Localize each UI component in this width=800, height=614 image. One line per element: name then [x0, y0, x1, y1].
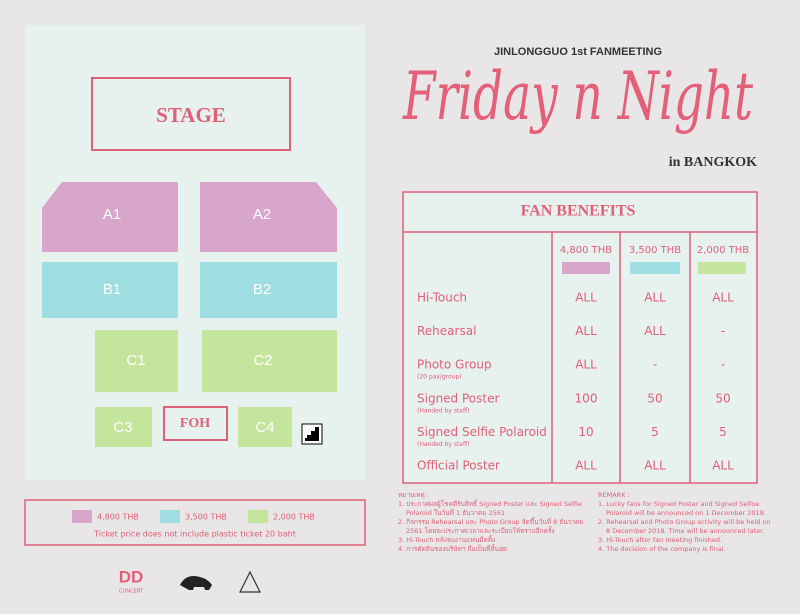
foh-label: FOH: [180, 416, 210, 431]
cell: ALL: [575, 358, 597, 372]
logo-brand: DD: [119, 567, 144, 586]
legend-swatch: [160, 510, 180, 523]
remark-item: 3. Hi-Touch หลังจบงานแฟนมีตติ้ง: [398, 536, 496, 544]
cell: ALL: [575, 324, 597, 338]
row-label: Signed Poster: [417, 391, 499, 405]
remark-item: 2. Rehearsal and Photo Group activity wi…: [598, 518, 771, 535]
cell: -: [721, 324, 725, 338]
column-label: 2,000 THB: [697, 245, 749, 256]
section-label: B1: [103, 281, 121, 298]
legend-note: Ticket price does not include plastic ti…: [93, 530, 296, 539]
section-label: C2: [253, 352, 272, 369]
section-c3: [95, 407, 152, 447]
remark-item: 1. Lucky fans for Signed Poster and Sign…: [598, 500, 766, 517]
section-label: C4: [255, 419, 274, 436]
section-b1: [42, 262, 178, 318]
row-label: Signed Selfie Polaroid: [417, 425, 547, 439]
cell: ALL: [712, 291, 734, 305]
remark-item: 3. Hi-Touch after fan meeting finished.: [598, 536, 723, 544]
remark-item: 4. The decision of the company is final.: [598, 545, 726, 553]
row-label: Hi-Touch: [417, 291, 467, 305]
rhino-logo: [180, 576, 212, 590]
logo-brand-sub: CONCERT: [119, 589, 144, 595]
legend-swatch: [72, 510, 92, 523]
section-a1: [42, 182, 178, 252]
cell: 50: [647, 391, 662, 405]
remark-item: 1. ประกาศผลผู้โชคดีรับสิทธิ์ Signed Post…: [398, 500, 582, 517]
cell: 5: [719, 425, 727, 439]
column-label: 4,800 THB: [560, 245, 612, 256]
remarks-title: REMARK :: [598, 491, 630, 499]
column-label: 3,500 THB: [629, 245, 681, 256]
section-b2: [200, 262, 337, 318]
stage-box: [91, 77, 291, 151]
remark-item: 4. การตัดสินของบริษัทฯ ถือเป็นที่สิ้นสุด: [398, 545, 508, 553]
column-swatch: [562, 262, 610, 274]
section-c4: [238, 407, 292, 447]
remark-item: 2. กิจกรรม Rehearsal และ Photo Group จัด…: [398, 518, 584, 535]
section-label: A2: [253, 206, 271, 223]
section-label: C3: [113, 419, 132, 436]
cell: ALL: [644, 291, 666, 305]
event-name: JINLONGGUO 1st FANMEETING: [494, 46, 662, 58]
event-location: in BANGKOK: [669, 155, 757, 170]
row-label: Official Poster: [417, 459, 500, 473]
benefit-table: [402, 191, 758, 484]
cell: ALL: [644, 459, 666, 473]
section-label: B2: [253, 281, 271, 298]
foh-box: [163, 406, 228, 441]
cell: ALL: [712, 459, 734, 473]
legend-label: 3,500 THB: [185, 513, 227, 522]
section-c2: [202, 330, 337, 392]
remarks-en: REMARK :1. Lucky fans for Signed Poster …: [598, 491, 773, 554]
table-title: FAN BENEFITS: [521, 203, 636, 220]
seating-panel: [25, 25, 365, 480]
remarks-title: หมายเหตุ :: [398, 491, 430, 499]
row-note: (Handed by staff): [417, 407, 469, 414]
cell: ALL: [575, 459, 597, 473]
column-swatch: [630, 262, 680, 274]
triangle-logo: [239, 570, 261, 593]
cell: 100: [575, 391, 598, 405]
legend-box: [24, 499, 366, 546]
remarks-th: หมายเหตุ :1. ประกาศผลผู้โชคดีรับสิทธิ์ S…: [398, 491, 593, 554]
cell: -: [653, 358, 657, 372]
row-note: (Handed by staff): [417, 441, 469, 448]
section-label: A1: [103, 206, 121, 223]
stage-label: STAGE: [156, 103, 226, 127]
section-a2: [200, 182, 337, 252]
cell: 50: [715, 391, 730, 405]
event-title: Friday n Night: [402, 58, 753, 135]
legend-label: 2,000 THB: [273, 513, 315, 522]
column-swatch: [698, 262, 746, 274]
cell: 10: [578, 425, 593, 439]
row-label: Rehearsal: [417, 324, 476, 338]
row-note: (20 pax/group): [417, 374, 462, 381]
cell: ALL: [575, 291, 597, 305]
section-c1: [95, 330, 178, 392]
cell: -: [721, 358, 725, 372]
section-label: C1: [126, 352, 145, 369]
row-label: Photo Group: [417, 358, 492, 372]
cell: 5: [651, 425, 659, 439]
legend-swatch: [248, 510, 268, 523]
cell: ALL: [644, 324, 666, 338]
legend-label: 4,800 THB: [97, 513, 139, 522]
stairs-glyph: [305, 427, 319, 441]
